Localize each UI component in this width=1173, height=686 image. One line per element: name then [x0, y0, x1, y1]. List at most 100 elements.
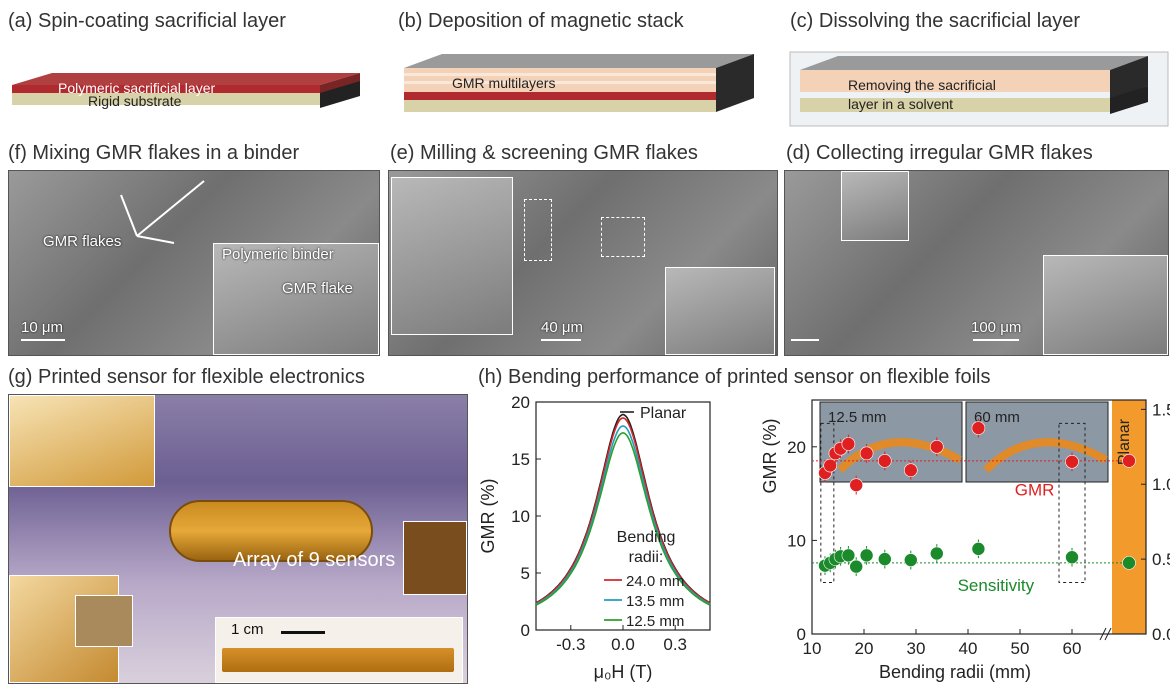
data-point-gmr [929, 439, 944, 454]
series-line-4 [535, 431, 711, 606]
photo-zoom-inset [75, 595, 133, 647]
y-tick-label-right: 1.0 [1152, 475, 1170, 494]
x-tick-label-2: 30 [907, 639, 926, 658]
photo-inset-right [403, 521, 467, 595]
panel-c-title: (c) Dissolving the sacrificial layer [790, 10, 1081, 32]
data-point-gmr [1065, 454, 1079, 469]
sensor-band [169, 500, 373, 562]
y-tick-label-2: 20 [787, 438, 806, 457]
y-axis-label-2: GMR (%) [760, 419, 780, 494]
series-label-gmr: GMR [1015, 480, 1055, 499]
scale-label-e: 40 μm [541, 319, 583, 336]
legend-title-line2: radii: [629, 549, 664, 566]
sensor-photo: Array of 9 sensors 1 cm [8, 394, 468, 684]
photo-inset-strip [215, 617, 463, 683]
panel-h-title: (h) Bending performance of printed senso… [478, 366, 991, 388]
x-tick-label-2: 10 [803, 639, 822, 658]
data-point-gmr [971, 421, 986, 435]
inset-photo-60mm-strip [983, 438, 1108, 473]
scale-bar-d-small [791, 339, 819, 341]
schematic-a [12, 73, 360, 108]
gmr-flakes-label: GMR flakes [43, 233, 122, 250]
sem-inset-d-top [841, 171, 909, 241]
data-point-gmr [841, 437, 856, 451]
y-tick-label-right: 0.0 [1152, 625, 1170, 644]
arrow-icon [120, 180, 205, 244]
removing-label-1: Removing the sacrificial [848, 77, 996, 93]
panel-a-title: (a) Spin-coating sacrificial layer [8, 10, 286, 32]
gmr-flake-label: GMR flake [282, 280, 353, 297]
planar-point-gmr [1122, 454, 1136, 468]
data-point-sensitivity [903, 553, 918, 567]
axis-break-2 [1104, 627, 1112, 641]
sem-inset-e-left [391, 177, 513, 335]
y-axis-label-1: GMR (%) [478, 479, 498, 554]
data-point-sensitivity [929, 546, 944, 561]
x-axis-label-2: Bending radii (mm) [879, 662, 1031, 682]
data-point-gmr [823, 458, 838, 473]
inset-photo-60mm-label: 60 mm [974, 409, 1020, 426]
inset-photo-12mm-label: 12.5 mm [828, 409, 886, 426]
removing-label-2: layer in a solvent [848, 96, 954, 112]
process-schematics [12, 51, 1169, 127]
data-point-gmr [903, 463, 918, 477]
legend-label-1: 24.0 mm [626, 573, 684, 590]
y-tick-label-1: 5 [521, 564, 530, 583]
legend-label-2: 13.5 mm [626, 593, 684, 610]
y-tick-label-1: 15 [511, 450, 530, 469]
data-point-sensitivity [859, 548, 874, 563]
legend-title-line1: Bending [617, 529, 676, 546]
data-point-gmr [859, 446, 874, 461]
panel-d-title: (d) Collecting irregular GMR flakes [786, 142, 1093, 164]
x-tick-label-2: 20 [855, 639, 874, 658]
data-point-sensitivity [877, 552, 892, 566]
sem-image-d: 100 μm [784, 170, 1169, 356]
highlight-box-60mm [1058, 422, 1086, 584]
panel-e-title: (e) Milling & screening GMR flakes [390, 142, 698, 164]
sem-inset-e-right [665, 267, 775, 355]
zoom-box-1 [524, 199, 552, 261]
series-label-sensitivity: Sensitivity [958, 576, 1035, 595]
charts-h: 0 5 10 15 20 -0.3 0.0 0.3 μ₀H (T) GMR (%) Planar Be… [478, 393, 1170, 682]
axis-break-1 [1099, 627, 1107, 641]
flexible-strip [222, 648, 454, 672]
x-tick-label-1: 0.3 [663, 635, 687, 654]
y-tick-label-1: 10 [511, 507, 530, 526]
panel-f-title: (f) Mixing GMR flakes in a binder [8, 142, 300, 164]
scale-label-g: 1 cm [231, 621, 264, 638]
x-tick-label-1: -0.3 [556, 635, 585, 654]
sem-image-f: GMR flakes Polymeric binder GMR flake 10… [8, 170, 380, 356]
planar-region [1112, 400, 1146, 634]
sem-inset-f: Polymeric binder GMR flake [213, 243, 379, 355]
gmr-multilayers-label: GMR multilayers [452, 75, 556, 91]
legend-label-planar: Planar [640, 405, 687, 422]
sem-inset-d-bottom [1043, 255, 1168, 355]
sem-image-e: 40 μm [388, 170, 778, 356]
panel-g-title: (g) Printed sensor for flexible electron… [8, 366, 365, 388]
x-tick-label-2: 50 [1011, 639, 1030, 658]
highlight-box-12mm [820, 422, 835, 584]
data-point-gmr [849, 478, 864, 492]
scale-bar-d [973, 339, 1019, 341]
data-point-gmr [877, 454, 892, 468]
scale-label-f: 10 μm [21, 319, 63, 336]
y-tick-label-1: 0 [521, 621, 530, 640]
series-line-2 [535, 417, 711, 604]
y-tick-label-2: 10 [787, 531, 806, 550]
rigid-substrate-label: Rigid substrate [88, 93, 182, 109]
x-tick-label-2: 40 [959, 639, 978, 658]
schematic-c [789, 51, 1169, 127]
scale-bar-e [541, 339, 581, 341]
planar-point-sensitivity [1122, 556, 1136, 570]
y-tick-label-right: 0.5 [1152, 550, 1170, 569]
data-point-sensitivity [1065, 550, 1079, 565]
panel-b-title: (b) Deposition of magnetic stack [398, 10, 684, 32]
data-point-sensitivity [849, 559, 864, 574]
photo-inset-top [9, 395, 155, 487]
data-point-sensitivity [841, 548, 856, 563]
series-line-3 [535, 425, 711, 606]
y-tick-label-right: 1.5 [1152, 400, 1170, 419]
zoom-box-2 [601, 217, 645, 257]
scale-bar-g [281, 631, 325, 634]
planar-label: Planar [1116, 418, 1133, 465]
